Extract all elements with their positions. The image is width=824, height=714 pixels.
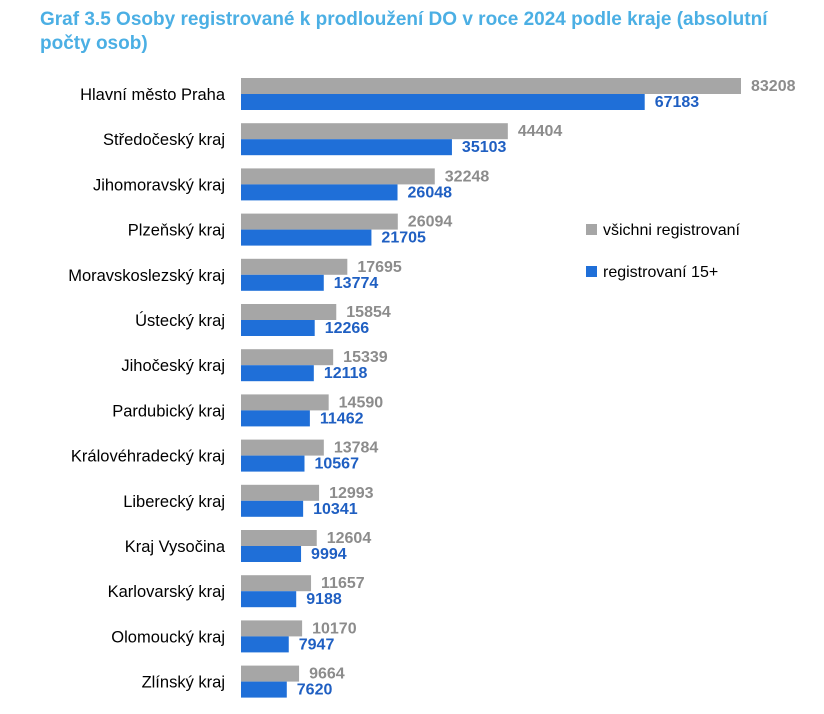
bar-all-registered: [241, 304, 337, 320]
value-label-all: 83208: [751, 78, 796, 95]
value-label-15plus: 12266: [325, 320, 370, 337]
value-label-all: 13784: [334, 440, 379, 457]
bars-group: [241, 78, 741, 698]
category-label: Středočeský kraj: [103, 131, 225, 149]
bar-all-registered: [241, 530, 317, 546]
value-label-all: 10170: [312, 620, 357, 637]
category-label: Královéhradecký kraj: [71, 448, 225, 466]
value-label-all: 44404: [518, 123, 563, 140]
value-label-all: 11657: [321, 575, 365, 592]
value-label-all: 15854: [346, 304, 391, 321]
bar-all-registered: [241, 394, 329, 411]
legend: všichni registrovaní registrovaní 15+: [586, 222, 741, 281]
value-label-all: 12993: [329, 485, 374, 502]
bar-all-registered: [241, 78, 741, 94]
category-label: Moravskoslezský kraj: [68, 267, 225, 285]
value-label-all: 12604: [327, 530, 372, 547]
category-label: Ústecký kraj: [135, 311, 225, 330]
value-label-15plus: 11462: [320, 410, 364, 427]
bar-registered-15plus: [241, 274, 324, 291]
bar-all-registered: [241, 484, 320, 501]
legend-label-15plus: registrovaní 15+: [603, 264, 718, 281]
bar-registered-15plus: [241, 94, 645, 110]
value-label-15plus: 10567: [314, 456, 359, 473]
value-label-15plus: 13774: [334, 275, 379, 292]
bar-all-registered: [241, 213, 398, 230]
bar-registered-15plus: [241, 636, 289, 653]
value-label-15plus: 7947: [299, 636, 335, 653]
bar-all-registered: [241, 349, 334, 366]
category-label: Plzeňský kraj: [128, 222, 225, 240]
legend-label-all: všichni registrovaní: [603, 222, 741, 239]
legend-swatch-15plus: [586, 266, 597, 277]
bar-registered-15plus: [241, 500, 304, 517]
value-label-15plus: 9188: [306, 591, 342, 608]
value-label-all: 17695: [357, 259, 402, 276]
bar-all-registered: [241, 168, 435, 185]
bar-all-registered: [241, 665, 300, 682]
bar-all-registered: [241, 258, 348, 275]
value-label-15plus: 35103: [462, 139, 507, 156]
value-label-15plus: 26048: [408, 184, 453, 201]
value-label-15plus: 21705: [381, 230, 426, 247]
category-label: Jihočeský kraj: [121, 357, 225, 375]
value-label-all: 26094: [408, 214, 453, 231]
bar-all-registered: [241, 620, 303, 637]
bar-registered-15plus: [241, 546, 302, 562]
value-label-all: 9664: [309, 666, 345, 683]
category-label: Pardubický kraj: [112, 402, 225, 420]
bar-registered-15plus: [241, 591, 297, 608]
value-label-all: 32248: [445, 168, 490, 185]
value-label-15plus: 9994: [311, 546, 347, 563]
value-label-15plus: 12118: [324, 365, 368, 382]
legend-swatch-all: [586, 224, 597, 235]
value-label-all: 14590: [339, 394, 384, 411]
category-label: Kraj Vysočina: [125, 538, 226, 556]
category-label: Zlínský kraj: [142, 674, 225, 692]
chart-title: Graf 3.5 Osoby registrované k prodloužen…: [40, 9, 768, 54]
value-label-all: 15339: [343, 349, 388, 366]
bar-registered-15plus: [241, 410, 310, 427]
bar-registered-15plus: [241, 681, 287, 698]
category-label: Olomoucký kraj: [111, 628, 225, 646]
bar-all-registered: [241, 123, 508, 140]
value-label-15plus: 10341: [313, 501, 358, 518]
category-label: Liberecký kraj: [123, 493, 225, 511]
bar-registered-15plus: [241, 320, 315, 336]
bar-registered-15plus: [241, 455, 305, 472]
value-label-15plus: 67183: [655, 94, 700, 111]
value-label-15plus: 7620: [297, 682, 333, 699]
bar-all-registered: [241, 439, 324, 456]
bar-registered-15plus: [241, 139, 452, 156]
bar-registered-15plus: [241, 184, 398, 201]
bar-registered-15plus: [241, 229, 372, 246]
category-labels-group: Hlavní město Praha Středočeský kraj Jihomo…: [68, 86, 226, 692]
bar-registered-15plus: [241, 365, 314, 382]
category-label: Jihomoravský kraj: [93, 176, 225, 194]
category-label: Hlavní město Praha: [80, 86, 226, 104]
category-label: Karlovarský kraj: [108, 583, 225, 601]
bar-all-registered: [241, 575, 312, 592]
